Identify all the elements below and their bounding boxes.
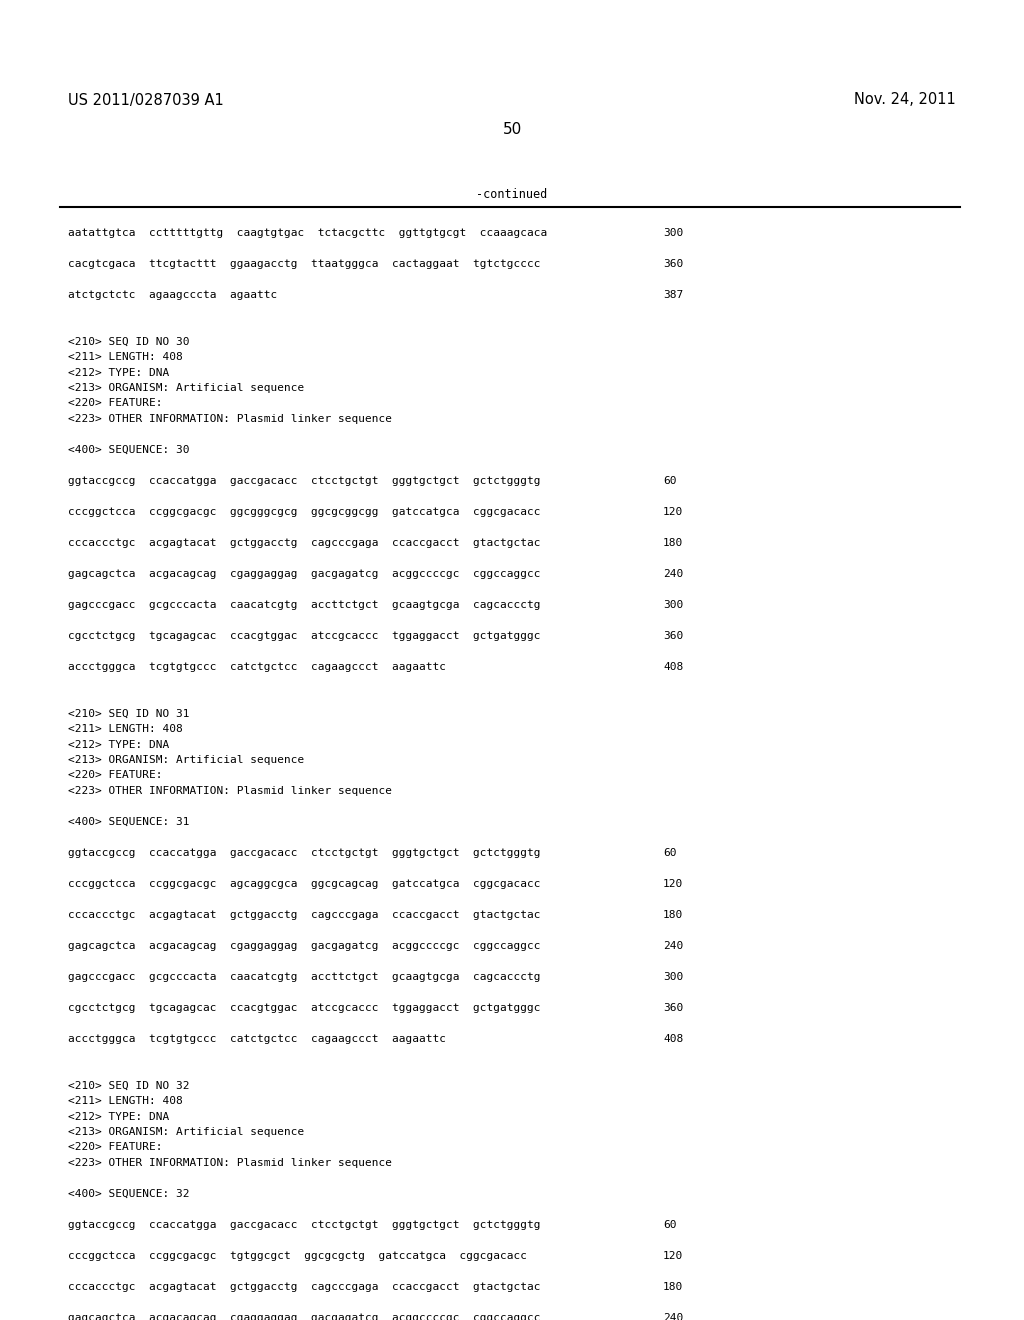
Text: 240: 240 (663, 1313, 683, 1320)
Text: <211> LENGTH: 408: <211> LENGTH: 408 (68, 352, 182, 362)
Text: 60: 60 (663, 1220, 677, 1230)
Text: cccaccctgc  acgagtacat  gctggacctg  cagcccgaga  ccaccgacct  gtactgctac: cccaccctgc acgagtacat gctggacctg cagcccg… (68, 1282, 541, 1292)
Text: ggtaccgccg  ccaccatgga  gaccgacacc  ctcctgctgt  gggtgctgct  gctctgggtg: ggtaccgccg ccaccatgga gaccgacacc ctcctgc… (68, 1220, 541, 1230)
Text: <212> TYPE: DNA: <212> TYPE: DNA (68, 367, 169, 378)
Text: <212> TYPE: DNA: <212> TYPE: DNA (68, 739, 169, 750)
Text: 300: 300 (663, 972, 683, 982)
Text: accctgggca  tcgtgtgccc  catctgctcc  cagaagccct  aagaattc: accctgggca tcgtgtgccc catctgctcc cagaagc… (68, 663, 446, 672)
Text: <212> TYPE: DNA: <212> TYPE: DNA (68, 1111, 169, 1122)
Text: <400> SEQUENCE: 30: <400> SEQUENCE: 30 (68, 445, 189, 455)
Text: 60: 60 (663, 847, 677, 858)
Text: 50: 50 (503, 123, 521, 137)
Text: cccaccctgc  acgagtacat  gctggacctg  cagcccgaga  ccaccgacct  gtactgctac: cccaccctgc acgagtacat gctggacctg cagcccg… (68, 909, 541, 920)
Text: 360: 360 (663, 631, 683, 642)
Text: 300: 300 (663, 601, 683, 610)
Text: cgcctctgcg  tgcagagcac  ccacgtggac  atccgcaccc  tggaggacct  gctgatgggc: cgcctctgcg tgcagagcac ccacgtggac atccgca… (68, 631, 541, 642)
Text: cgcctctgcg  tgcagagcac  ccacgtggac  atccgcaccc  tggaggacct  gctgatgggc: cgcctctgcg tgcagagcac ccacgtggac atccgca… (68, 1003, 541, 1012)
Text: <213> ORGANISM: Artificial sequence: <213> ORGANISM: Artificial sequence (68, 383, 304, 393)
Text: 360: 360 (663, 259, 683, 269)
Text: 300: 300 (663, 228, 683, 238)
Text: aatattgtca  cctttttgttg  caagtgtgac  tctacgcttc  ggttgtgcgt  ccaaagcaca: aatattgtca cctttttgttg caagtgtgac tctacg… (68, 228, 547, 238)
Text: cccggctcca  ccggcgacgc  agcaggcgca  ggcgcagcag  gatccatgca  cggcgacacc: cccggctcca ccggcgacgc agcaggcgca ggcgcag… (68, 879, 541, 888)
Text: <223> OTHER INFORMATION: Plasmid linker sequence: <223> OTHER INFORMATION: Plasmid linker … (68, 785, 392, 796)
Text: gagcagctca  acgacagcag  cgaggaggag  gacgagatcg  acggccccgc  cggccaggcc: gagcagctca acgacagcag cgaggaggag gacgaga… (68, 1313, 541, 1320)
Text: 180: 180 (663, 539, 683, 548)
Text: 408: 408 (663, 1034, 683, 1044)
Text: <210> SEQ ID NO 32: <210> SEQ ID NO 32 (68, 1081, 189, 1090)
Text: 240: 240 (663, 569, 683, 579)
Text: cccggctcca  ccggcgacgc  tgtggcgct  ggcgcgctg  gatccatgca  cggcgacacc: cccggctcca ccggcgacgc tgtggcgct ggcgcgct… (68, 1251, 527, 1261)
Text: <213> ORGANISM: Artificial sequence: <213> ORGANISM: Artificial sequence (68, 1127, 304, 1137)
Text: gagcccgacc  gcgcccacta  caacatcgtg  accttctgct  gcaagtgcga  cagcaccctg: gagcccgacc gcgcccacta caacatcgtg accttct… (68, 601, 541, 610)
Text: gagcagctca  acgacagcag  cgaggaggag  gacgagatcg  acggccccgc  cggccaggcc: gagcagctca acgacagcag cgaggaggag gacgaga… (68, 569, 541, 579)
Text: <400> SEQUENCE: 31: <400> SEQUENCE: 31 (68, 817, 189, 828)
Text: <400> SEQUENCE: 32: <400> SEQUENCE: 32 (68, 1189, 189, 1199)
Text: <210> SEQ ID NO 30: <210> SEQ ID NO 30 (68, 337, 189, 346)
Text: cacgtcgaca  ttcgtacttt  ggaagacctg  ttaatgggca  cactaggaat  tgtctgcccc: cacgtcgaca ttcgtacttt ggaagacctg ttaatgg… (68, 259, 541, 269)
Text: <211> LENGTH: 408: <211> LENGTH: 408 (68, 1096, 182, 1106)
Text: <213> ORGANISM: Artificial sequence: <213> ORGANISM: Artificial sequence (68, 755, 304, 766)
Text: gagcccgacc  gcgcccacta  caacatcgtg  accttctgct  gcaagtgcga  cagcaccctg: gagcccgacc gcgcccacta caacatcgtg accttct… (68, 972, 541, 982)
Text: 120: 120 (663, 879, 683, 888)
Text: cccaccctgc  acgagtacat  gctggacctg  cagcccgaga  ccaccgacct  gtactgctac: cccaccctgc acgagtacat gctggacctg cagcccg… (68, 539, 541, 548)
Text: 60: 60 (663, 477, 677, 486)
Text: accctgggca  tcgtgtgccc  catctgctcc  cagaagccct  aagaattc: accctgggca tcgtgtgccc catctgctcc cagaagc… (68, 1034, 446, 1044)
Text: 120: 120 (663, 1251, 683, 1261)
Text: 387: 387 (663, 290, 683, 300)
Text: cccggctcca  ccggcgacgc  ggcgggcgcg  ggcgcggcgg  gatccatgca  cggcgacacc: cccggctcca ccggcgacgc ggcgggcgcg ggcgcgg… (68, 507, 541, 517)
Text: <220> FEATURE:: <220> FEATURE: (68, 1143, 163, 1152)
Text: Nov. 24, 2011: Nov. 24, 2011 (854, 92, 956, 107)
Text: gagcagctca  acgacagcag  cgaggaggag  gacgagatcg  acggccccgc  cggccaggcc: gagcagctca acgacagcag cgaggaggag gacgaga… (68, 941, 541, 950)
Text: -continued: -continued (476, 189, 548, 202)
Text: ggtaccgccg  ccaccatgga  gaccgacacc  ctcctgctgt  gggtgctgct  gctctgggtg: ggtaccgccg ccaccatgga gaccgacacc ctcctgc… (68, 477, 541, 486)
Text: 408: 408 (663, 663, 683, 672)
Text: <220> FEATURE:: <220> FEATURE: (68, 771, 163, 780)
Text: 240: 240 (663, 941, 683, 950)
Text: atctgctctc  agaagcccta  agaattc: atctgctctc agaagcccta agaattc (68, 290, 278, 300)
Text: US 2011/0287039 A1: US 2011/0287039 A1 (68, 92, 224, 107)
Text: 180: 180 (663, 909, 683, 920)
Text: <220> FEATURE:: <220> FEATURE: (68, 399, 163, 408)
Text: 360: 360 (663, 1003, 683, 1012)
Text: 120: 120 (663, 507, 683, 517)
Text: ggtaccgccg  ccaccatgga  gaccgacacc  ctcctgctgt  gggtgctgct  gctctgggtg: ggtaccgccg ccaccatgga gaccgacacc ctcctgc… (68, 847, 541, 858)
Text: 180: 180 (663, 1282, 683, 1292)
Text: <223> OTHER INFORMATION: Plasmid linker sequence: <223> OTHER INFORMATION: Plasmid linker … (68, 414, 392, 424)
Text: <210> SEQ ID NO 31: <210> SEQ ID NO 31 (68, 709, 189, 718)
Text: <223> OTHER INFORMATION: Plasmid linker sequence: <223> OTHER INFORMATION: Plasmid linker … (68, 1158, 392, 1168)
Text: <211> LENGTH: 408: <211> LENGTH: 408 (68, 723, 182, 734)
